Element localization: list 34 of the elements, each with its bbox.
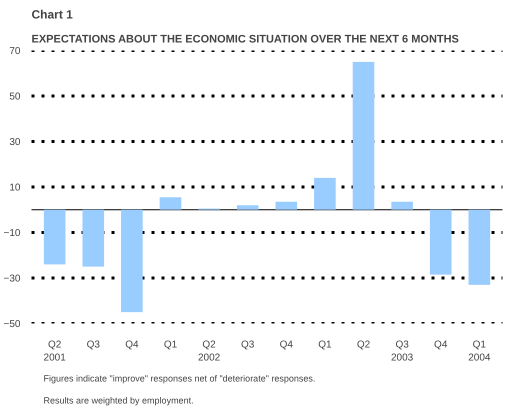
x-tick-label: Q4 bbox=[280, 340, 294, 350]
bar bbox=[160, 197, 182, 210]
x-tick-label: Q1 2004 bbox=[468, 340, 491, 364]
x-tick-label: Q3 bbox=[241, 340, 255, 350]
x-tick-label: Q4 bbox=[434, 340, 448, 350]
bar bbox=[352, 62, 374, 210]
bar bbox=[314, 178, 336, 210]
x-tick-label: Q4 bbox=[125, 340, 139, 350]
bar bbox=[121, 210, 143, 312]
bar bbox=[236, 205, 259, 210]
bar bbox=[430, 210, 452, 275]
x-tick-label: Q1 bbox=[318, 340, 332, 350]
y-tick-label: 50 bbox=[9, 92, 21, 102]
bar bbox=[44, 210, 66, 264]
y-tick-label: −30 bbox=[4, 274, 21, 284]
y-tick-label: 30 bbox=[9, 137, 21, 148]
bar bbox=[275, 202, 298, 210]
y-tick-label: −50 bbox=[4, 319, 21, 330]
chart-subtitle: EXPECTATIONS ABOUT THE ECONOMIC SITUATION OVER THE NEXT 6 MONTHS bbox=[32, 34, 459, 46]
x-tick-label: Q3 2003 bbox=[391, 340, 414, 364]
y-tick-label: 10 bbox=[9, 182, 21, 194]
bar bbox=[82, 210, 104, 267]
y-tick-label: 70 bbox=[9, 46, 21, 57]
x-tick-label: Q2 bbox=[356, 340, 371, 350]
x-tick-label: Q3 bbox=[86, 340, 100, 350]
x-tick-label: Q2 2001 bbox=[44, 340, 66, 364]
chart-title: Chart 1 bbox=[32, 8, 74, 22]
x-tick-label: Q2 2002 bbox=[198, 340, 221, 364]
bar bbox=[391, 202, 413, 210]
y-tick-label: −10 bbox=[4, 228, 21, 239]
text: Results are weighted by employment. bbox=[44, 396, 194, 406]
text: Figures indicate "improve" responses net of "deteriorate" responses. bbox=[44, 374, 316, 384]
x-tick-label: Q1 bbox=[164, 340, 178, 350]
bar bbox=[468, 210, 490, 285]
